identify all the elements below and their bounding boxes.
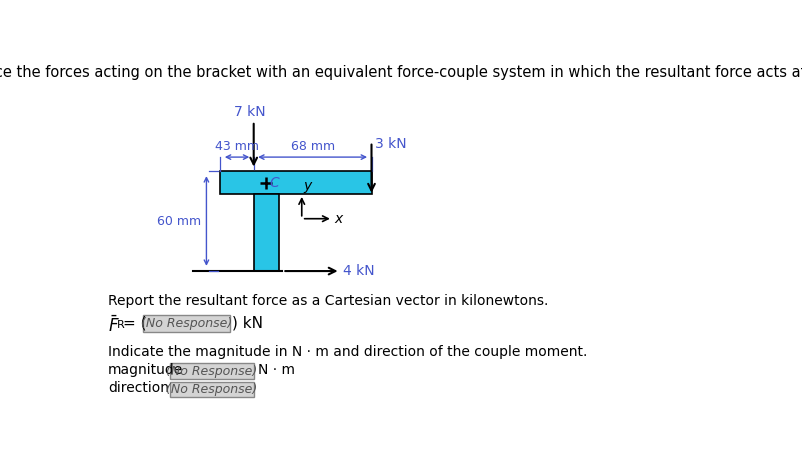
Text: (No Response): (No Response)	[166, 383, 257, 396]
Text: (No Response): (No Response)	[166, 365, 257, 378]
Text: direction: direction	[108, 381, 169, 395]
Text: ) kN: ) kN	[232, 316, 263, 331]
Text: 60 mm: 60 mm	[157, 215, 201, 228]
Text: 43 mm: 43 mm	[215, 140, 259, 153]
Bar	[221, 171, 371, 194]
Bar	[143, 315, 229, 332]
Text: Indicate the magnitude in N · m and direction of the couple moment.: Indicate the magnitude in N · m and dire…	[108, 345, 587, 359]
Text: N · m: N · m	[257, 363, 294, 377]
Text: y: y	[303, 179, 311, 192]
Text: C: C	[269, 175, 279, 190]
Text: x: x	[334, 212, 342, 226]
Text: 7 kN: 7 kN	[234, 104, 265, 119]
Text: $\bar{F}$: $\bar{F}$	[108, 316, 119, 336]
Text: R: R	[116, 320, 124, 330]
Text: magnitude: magnitude	[108, 363, 183, 377]
Text: 68 mm: 68 mm	[290, 140, 334, 153]
Text: 3 kN: 3 kN	[375, 137, 407, 151]
Text: = (: = (	[123, 316, 146, 331]
Text: (No Response): (No Response)	[140, 317, 232, 330]
Text: 4 kN: 4 kN	[342, 264, 375, 278]
Bar	[170, 382, 253, 398]
Text: Report the resultant force as a Cartesian vector in kilonewtons.: Report the resultant force as a Cartesia…	[108, 294, 549, 308]
Bar	[170, 363, 253, 379]
Text: Replace the forces acting on the bracket with an equivalent force-couple system : Replace the forces acting on the bracket…	[0, 65, 802, 80]
Bar	[253, 194, 278, 271]
